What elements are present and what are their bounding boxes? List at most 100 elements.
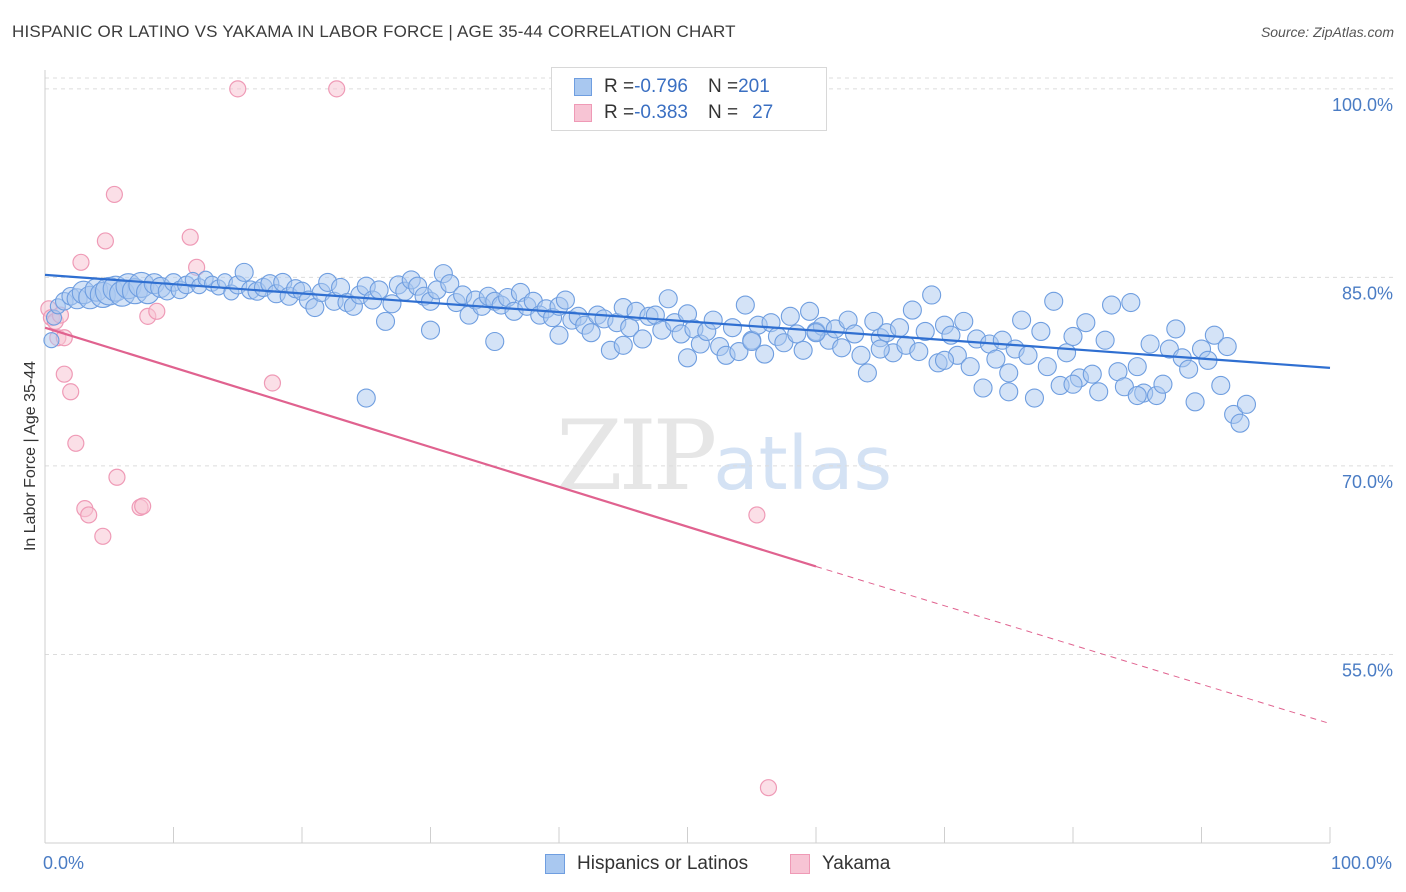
hispanic-point	[1127, 357, 1147, 377]
hispanic-point	[1140, 334, 1160, 354]
y-tick-label: 70.0%	[1342, 472, 1393, 492]
hispanic-point	[806, 323, 826, 343]
legend-r-label: R =	[604, 76, 635, 97]
hispanic-point	[1230, 413, 1250, 433]
hispanic-point	[703, 310, 723, 330]
hispanic-point	[857, 363, 877, 383]
hispanic-point	[954, 311, 974, 331]
yakama-point	[96, 232, 114, 250]
hispanic-point	[1012, 310, 1032, 330]
hispanic-point	[1082, 364, 1102, 384]
y-axis-label: In Labor Force | Age 35-44	[22, 361, 39, 551]
hispanic-point	[620, 318, 640, 338]
axes	[44, 70, 1331, 844]
bottom-legend-yakama: Yakama	[790, 852, 890, 876]
legend-r-value: -0.383	[634, 102, 688, 123]
hispanic-point	[851, 345, 871, 365]
legend-swatch-blue	[574, 78, 592, 96]
hispanic-point	[1153, 374, 1173, 394]
hispanic-point	[677, 348, 698, 368]
yakama-point	[328, 80, 346, 98]
hispanic-point	[1063, 326, 1083, 347]
legend-swatch-pink	[574, 104, 592, 122]
legend-row-hispanic: R = -0.796 N = 201	[574, 76, 770, 98]
legend-n-value: 27	[752, 102, 774, 123]
hispanic-point	[986, 349, 1006, 369]
yakama-point	[72, 253, 90, 271]
hispanic-point	[1166, 319, 1186, 339]
x-tick-labels: 0.0% 100.0%	[43, 853, 1392, 873]
legend-r-label: R =	[604, 102, 635, 123]
yakama-point	[759, 779, 778, 797]
hispanic-point	[485, 331, 505, 352]
hispanic-point	[1102, 295, 1122, 315]
hispanic-point	[1211, 375, 1231, 396]
hispanic-point	[1127, 385, 1147, 406]
yakama-point	[55, 365, 73, 383]
hispanic-point	[870, 339, 890, 359]
hispanic-point	[43, 332, 60, 349]
hispanic-point	[889, 318, 910, 338]
y-tick-label: 55.0%	[1342, 660, 1393, 680]
x-tick-label: 100.0%	[1331, 853, 1392, 873]
legend-n-label: N =	[707, 102, 739, 123]
yakama-point	[62, 383, 80, 401]
hispanic-point	[742, 331, 762, 352]
hispanic-point	[755, 344, 775, 364]
yakama-point	[134, 497, 152, 515]
hispanic-point	[999, 363, 1019, 383]
watermark-atlas: atlas	[713, 421, 893, 507]
yakama-trend-extension	[815, 566, 1331, 725]
legend-row-yakama: R = -0.383 N = 27	[574, 102, 773, 124]
yakama-point	[80, 506, 98, 524]
hispanic-point	[832, 338, 852, 358]
yakama-point	[263, 374, 282, 392]
source-label: Source: ZipAtlas.com	[1260, 24, 1394, 40]
yakama-point	[108, 468, 126, 486]
hispanic-point	[1018, 345, 1038, 365]
hispanic-point	[1024, 388, 1044, 408]
hispanic-point	[369, 280, 389, 300]
hispanic-point	[420, 320, 441, 340]
hispanic-point	[1044, 291, 1064, 311]
hispanic-point	[902, 300, 922, 320]
hispanic-point	[234, 262, 254, 282]
hispanic-point	[1076, 313, 1096, 333]
hispanic-point	[1095, 330, 1115, 350]
bottom-legend-label-yakama: Yakama	[822, 853, 891, 874]
yakama-point	[229, 80, 247, 98]
chart-title: HISPANIC OR LATINO VS YAKAMA IN LABOR FO…	[12, 22, 736, 41]
yakama-point	[105, 185, 123, 204]
hispanic-point	[356, 388, 376, 408]
yakama-point	[67, 434, 85, 452]
hispanic-point	[632, 329, 653, 349]
hispanic-point	[793, 340, 813, 360]
hispanic-point	[613, 335, 633, 355]
hispanic-point	[581, 323, 601, 343]
bottom-legend-label-hispanic: Hispanics or Latinos	[577, 853, 749, 874]
hispanic-point	[934, 350, 955, 370]
y-tick-label: 100.0%	[1332, 95, 1393, 115]
hispanic-point	[780, 306, 800, 326]
hispanic-point	[375, 311, 396, 331]
trend-lines	[44, 273, 1331, 725]
bottom-legend-swatch-blue	[545, 854, 565, 874]
hispanic-point	[1121, 292, 1141, 313]
y-tick-label: 85.0%	[1342, 283, 1393, 303]
hispanic-point	[1057, 343, 1077, 363]
hispanic-point	[1204, 325, 1224, 345]
hispanic-point	[549, 325, 569, 345]
hispanic-point	[1031, 321, 1051, 341]
hispanic-point	[960, 357, 980, 377]
yakama-points	[40, 80, 778, 797]
hispanic-point	[922, 285, 942, 305]
hispanic-point	[800, 301, 820, 321]
bottom-legend-swatch-pink	[790, 854, 810, 874]
hispanic-point	[440, 274, 460, 294]
hispanic-point	[1063, 374, 1083, 394]
hispanic-point	[1089, 382, 1109, 402]
hispanic-point	[909, 341, 929, 362]
bottom-legend-hispanic: Hispanics or Latinos	[545, 852, 748, 876]
hispanic-point	[973, 378, 993, 398]
